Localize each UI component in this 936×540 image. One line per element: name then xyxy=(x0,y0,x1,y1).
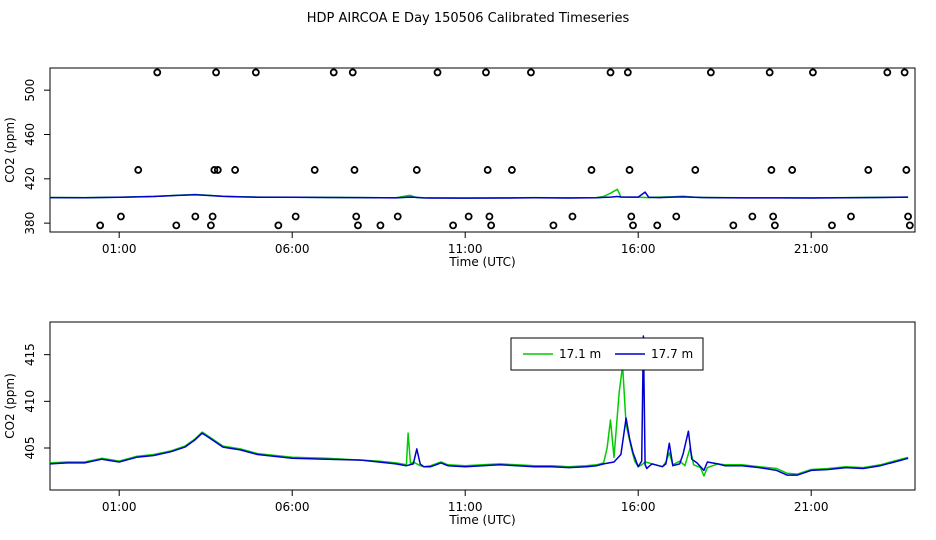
series-line-17-7m xyxy=(49,191,909,199)
calibration-point xyxy=(213,166,222,174)
figure-title: HDP AIRCOA E Day 150506 Calibrated Times… xyxy=(307,11,630,26)
y-tick-label: 380 xyxy=(23,212,37,235)
calibration-point xyxy=(231,166,240,174)
x-tick-label: 21:00 xyxy=(794,500,829,514)
x-tick-label: 01:00 xyxy=(102,500,137,514)
calibration-point xyxy=(883,68,892,77)
calibration-point xyxy=(310,166,319,174)
calibration-point xyxy=(117,212,125,221)
y-tick-label: 500 xyxy=(23,79,37,102)
calibration-point xyxy=(485,212,494,221)
calibration-point xyxy=(449,221,457,230)
calibration-point xyxy=(487,221,496,230)
calibration-point xyxy=(251,68,260,77)
calibration-point xyxy=(767,166,776,174)
y-tick-label: 405 xyxy=(23,437,37,460)
calibration-point xyxy=(208,212,217,221)
calibration-point xyxy=(464,212,473,221)
calibration-point xyxy=(206,221,215,230)
calibration-point xyxy=(606,68,615,77)
calibration-point xyxy=(770,221,779,230)
calibration-point xyxy=(900,68,909,77)
legend-label: 17.7 m xyxy=(651,347,693,361)
series-line-17-1m xyxy=(49,365,909,477)
calibration-point xyxy=(508,166,516,174)
y-axis-label: CO2 (ppm) xyxy=(3,373,17,439)
calibration-point xyxy=(212,68,220,77)
x-tick-label: 06:00 xyxy=(275,242,310,256)
x-axis-label: Time (UTC) xyxy=(448,255,515,269)
calibration-point xyxy=(905,221,914,230)
calibration-point xyxy=(706,68,715,77)
calibration-point xyxy=(210,166,219,174)
calibration-point xyxy=(864,166,873,174)
calibration-point xyxy=(393,212,402,221)
calibration-point xyxy=(625,166,634,174)
calibration-point xyxy=(153,68,162,77)
calibration-point xyxy=(672,212,681,221)
calibration-point xyxy=(412,166,421,174)
calibration-point xyxy=(828,221,836,230)
series-line-17-7m xyxy=(49,335,909,476)
top-panel-calibration-plot: 01:00 06:00 11:00 16:00 21:00 Time (UTC) 380 42… xyxy=(3,67,916,269)
calibration-point xyxy=(623,68,632,77)
calibration-point xyxy=(769,212,778,221)
x-tick-label: 01:00 xyxy=(102,242,137,256)
legend-label: 17.1 m xyxy=(559,347,601,361)
calibration-point xyxy=(483,166,492,174)
calibration-point xyxy=(549,221,558,230)
calibration-point xyxy=(527,68,535,77)
calibration-point xyxy=(788,166,797,174)
calibration-point xyxy=(587,166,596,174)
calibration-point xyxy=(350,166,359,174)
calibration-point xyxy=(902,166,911,174)
calibration-point xyxy=(809,68,817,77)
legend: 17.1 m 17.7 m xyxy=(510,337,704,371)
calibration-point xyxy=(376,221,385,230)
x-axis-label: Time (UTC) xyxy=(448,513,515,527)
calibration-point xyxy=(352,212,361,221)
calibration-point xyxy=(172,221,181,230)
calibration-point xyxy=(191,212,200,221)
plot-frame xyxy=(49,321,916,491)
plot-frame xyxy=(49,67,916,233)
calibration-point xyxy=(691,166,700,174)
calibration-point xyxy=(329,68,338,77)
x-tick-label: 21:00 xyxy=(794,242,829,256)
y-tick-label: 410 xyxy=(23,390,37,413)
calibration-point xyxy=(348,68,357,77)
series-line-17-1m xyxy=(49,188,909,199)
calibration-point xyxy=(134,166,143,174)
calibration-point xyxy=(354,221,362,230)
calibration-point xyxy=(627,212,636,221)
x-tick-label: 16:00 xyxy=(621,242,656,256)
calibration-point xyxy=(482,68,490,77)
x-tick-label: 16:00 xyxy=(621,500,656,514)
calibration-point xyxy=(433,68,442,77)
calibration-point xyxy=(629,221,637,230)
y-tick-label: 415 xyxy=(23,343,37,366)
bottom-panel-timeseries-plot: 01:00 06:00 11:00 16:00 21:00 Time (UTC) 405 41… xyxy=(3,321,916,527)
calibration-point xyxy=(904,212,912,221)
calibration-point xyxy=(847,212,855,221)
y-tick-label: 420 xyxy=(23,167,37,190)
x-tick-label: 06:00 xyxy=(275,500,310,514)
calibration-point xyxy=(748,212,757,221)
y-axis-label: CO2 (ppm) xyxy=(3,117,17,183)
calibration-point xyxy=(96,221,105,230)
x-tick-label: 11:00 xyxy=(448,500,483,514)
calibration-point xyxy=(291,212,300,221)
calibration-point xyxy=(729,221,738,230)
calibration-point xyxy=(765,68,774,77)
y-tick-label: 460 xyxy=(23,123,37,146)
x-tick-label: 11:00 xyxy=(448,242,483,256)
calibration-point xyxy=(568,212,577,221)
calibration-point xyxy=(653,221,662,230)
calibration-point xyxy=(274,221,283,230)
